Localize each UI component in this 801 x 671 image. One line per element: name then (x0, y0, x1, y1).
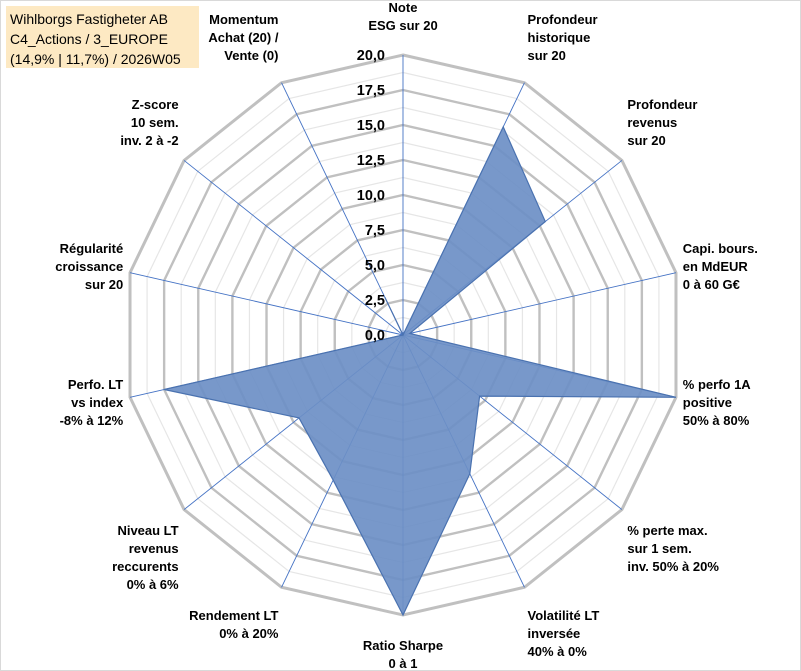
axis-label: Rendement LT 0% à 20% (189, 608, 279, 641)
tick-label: 17,5 (357, 83, 385, 99)
spoke-line (281, 82, 404, 336)
tick-label: 0,0 (365, 328, 385, 344)
radar-series-area (164, 125, 677, 617)
axis-label: Profondeur revenus sur 20 (627, 97, 697, 148)
tick-label: 15,0 (357, 118, 385, 134)
axis-label: Niveau LT revenus reccurents 0% à 6% (112, 523, 179, 592)
axis-label: Z-score 10 sem. inv. 2 à -2 (120, 97, 178, 148)
spoke-line (129, 272, 404, 336)
axis-labels: Note ESG sur 20 Profondeur historique sur 20… (55, 0, 758, 671)
tick-label: 2,5 (365, 293, 385, 309)
spoke-line (183, 160, 404, 336)
chart-title-box: Wihlborgs Fastigheter AB C4_Actions / 3_… (6, 6, 199, 68)
axis-label: Momentum Achat (20) / Vente (0) (208, 12, 278, 63)
axis-label: Volatilité LT inversée 40% à 0% (528, 608, 600, 659)
tick-label: 10,0 (357, 188, 385, 204)
axis-label: Perfo. LT vs index -8% à 12% (60, 377, 124, 428)
axis-label: Profondeur historique sur 20 (528, 12, 598, 63)
title-performance: (14,9% | 11,7%) / 2026W05 (10, 51, 181, 67)
tick-label: 5,0 (365, 258, 385, 274)
axis-label: Note ESG sur 20 (368, 0, 437, 33)
tick-label: 20,0 (357, 48, 385, 64)
axis-label: % perfo 1A positive 50% à 80% (683, 377, 752, 428)
axis-label: % perte max. sur 1 sem. inv. 50% à 20% (627, 523, 719, 574)
tick-label: 12,5 (357, 153, 385, 169)
title-company: Wihlborgs Fastigheter AB (10, 11, 168, 27)
title-category: C4_Actions / 3_EUROPE (10, 31, 168, 47)
radial-tick-labels: 0,0 2,5 5,0 7,5 10,0 12,5 15,0 17,5 20,0 (357, 48, 385, 344)
axis-label: Capi. bours. en MdEUR 0 à 60 G€ (683, 241, 758, 292)
axis-label: Régularité croissance sur 20 (55, 241, 123, 292)
axis-label: Ratio Sharpe 0 à 1 (363, 638, 443, 671)
tick-label: 7,5 (365, 223, 385, 239)
spoke-line (402, 272, 677, 336)
